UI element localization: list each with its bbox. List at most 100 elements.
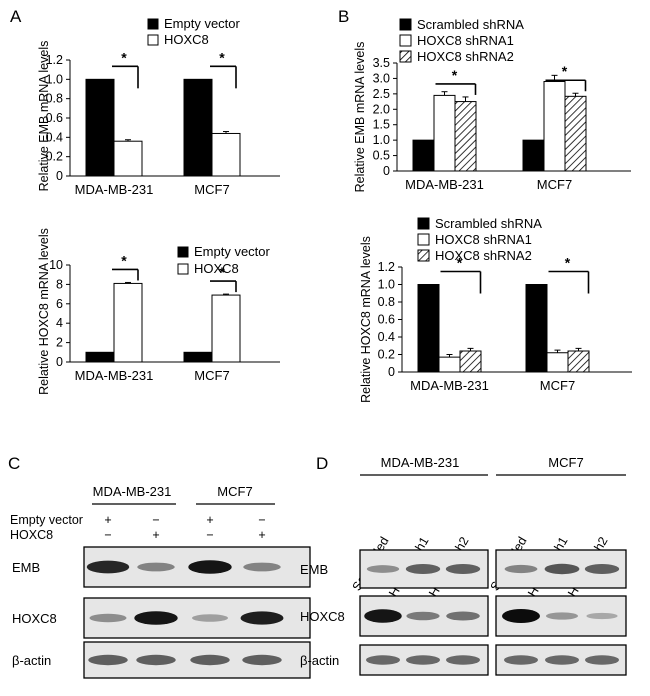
bar [459, 350, 482, 373]
y-tick-label: 1.0 [46, 72, 63, 86]
category-label: MCF7 [540, 378, 575, 393]
legend-label: Scrambled shRNA [417, 17, 524, 32]
blot-band [366, 565, 400, 573]
significance-star: * [219, 49, 225, 65]
y-tick-label: 0.6 [46, 111, 63, 125]
bar [417, 284, 440, 373]
category-label: MDA-MB-231 [75, 182, 154, 197]
legend-label: Empty vector [194, 244, 271, 259]
blot-band [584, 564, 620, 574]
y-tick-label: 0.8 [378, 295, 395, 309]
blot-condition-sign: + [206, 513, 213, 527]
blot-band [502, 609, 540, 623]
bar [412, 139, 435, 172]
y-tick-label: 1.5 [373, 118, 390, 132]
blot-band [546, 612, 578, 620]
significance-star: * [219, 264, 225, 280]
blot-row-label: HOXC8 [12, 611, 57, 626]
chart-b-bottom: 0 0.2 0.4 0.6 0.8 1.0 1.2 Relative HOXC8 mRNA l… [359, 216, 632, 403]
significance-star: * [121, 252, 127, 268]
bar [183, 351, 213, 363]
legend-swatch [399, 18, 412, 31]
y-tick-label: 8 [56, 277, 63, 291]
y-axis-label: Relative EMB mRNA levels [353, 42, 367, 193]
panel-label-d: D [316, 454, 328, 473]
y-tick-label: 2.5 [373, 87, 390, 101]
blot-band [545, 655, 579, 665]
blot-band [585, 655, 619, 665]
y-axis-label: Relative HOXC8 mRNA levels [37, 228, 51, 395]
legend-swatch [399, 34, 412, 47]
blot-band [188, 560, 232, 574]
significance-star: * [565, 255, 571, 271]
legend-label: HOXC8 [194, 261, 239, 276]
blot-condition-label: HOXC8 [10, 528, 53, 542]
bar [525, 284, 548, 373]
blot-band [364, 609, 402, 623]
y-tick-label: 1.0 [373, 133, 390, 147]
legend-swatch [417, 217, 430, 230]
legend-label: HOXC8 shRNA2 [435, 248, 532, 263]
blot-row-label: β-actin [300, 653, 339, 668]
significance-star: * [121, 49, 127, 65]
blot-band [504, 564, 538, 574]
y-tick-label: 3.5 [373, 56, 390, 70]
bar [211, 132, 241, 177]
legend-label: HOXC8 shRNA1 [435, 232, 532, 247]
legend-label: HOXC8 shRNA2 [417, 49, 514, 64]
blot-condition-sign: − [258, 513, 265, 527]
bar [454, 101, 477, 172]
blot-band [366, 655, 400, 665]
bar [546, 352, 569, 373]
bar [85, 78, 115, 177]
blot-band [240, 611, 284, 625]
blot-band [544, 563, 580, 575]
y-tick-label: 4 [56, 316, 63, 330]
blot-band [243, 562, 281, 572]
significance-star: * [457, 255, 463, 271]
legend-swatch [417, 249, 430, 262]
blot-band [586, 612, 618, 620]
blot-condition-sign: + [258, 528, 265, 542]
legend-label: HOXC8 [164, 32, 209, 47]
legend-swatch [417, 233, 430, 246]
significance-star: * [452, 67, 458, 83]
legend-swatch [399, 50, 412, 63]
blot-row-label: EMB [12, 560, 40, 575]
y-tick-label: 0 [56, 355, 63, 369]
blot-band [406, 611, 440, 621]
y-tick-label: 2.0 [373, 102, 390, 116]
y-tick-label: 0 [56, 169, 63, 183]
blot-row-label: EMB [300, 562, 328, 577]
legend-swatch [147, 34, 159, 46]
blot-condition-sign: − [104, 528, 111, 542]
western-blot-d: MDA-MB-231ScrambledHOXC8 sh1HOXC8 sh2MCF… [300, 455, 627, 676]
blot-band [406, 655, 440, 665]
y-tick-label: 0.4 [46, 130, 63, 144]
y-tick-label: 0.2 [378, 348, 395, 362]
category-label: MCF7 [194, 182, 229, 197]
panel-label-b: B [338, 7, 349, 26]
y-tick-label: 3.0 [373, 71, 390, 85]
y-tick-label: 0.2 [46, 150, 63, 164]
bar [183, 78, 213, 177]
y-tick-label: 6 [56, 297, 63, 311]
y-tick-label: 10 [49, 258, 63, 272]
y-tick-label: 0.5 [373, 149, 390, 163]
blot-condition-sign: + [152, 528, 159, 542]
legend-label: Scrambled shRNA [435, 216, 542, 231]
bar [211, 294, 241, 363]
y-tick-label: 2 [56, 336, 63, 350]
y-axis-label: Relative HOXC8 mRNA levels [359, 236, 373, 403]
blot-band [446, 611, 480, 621]
blot-group-title: MDA-MB-231 [93, 484, 172, 499]
blot-band [89, 613, 127, 623]
legend-label: Empty vector [164, 16, 241, 31]
category-label: MCF7 [537, 177, 572, 192]
legend-swatch [177, 263, 189, 275]
y-tick-label: 0 [388, 365, 395, 379]
